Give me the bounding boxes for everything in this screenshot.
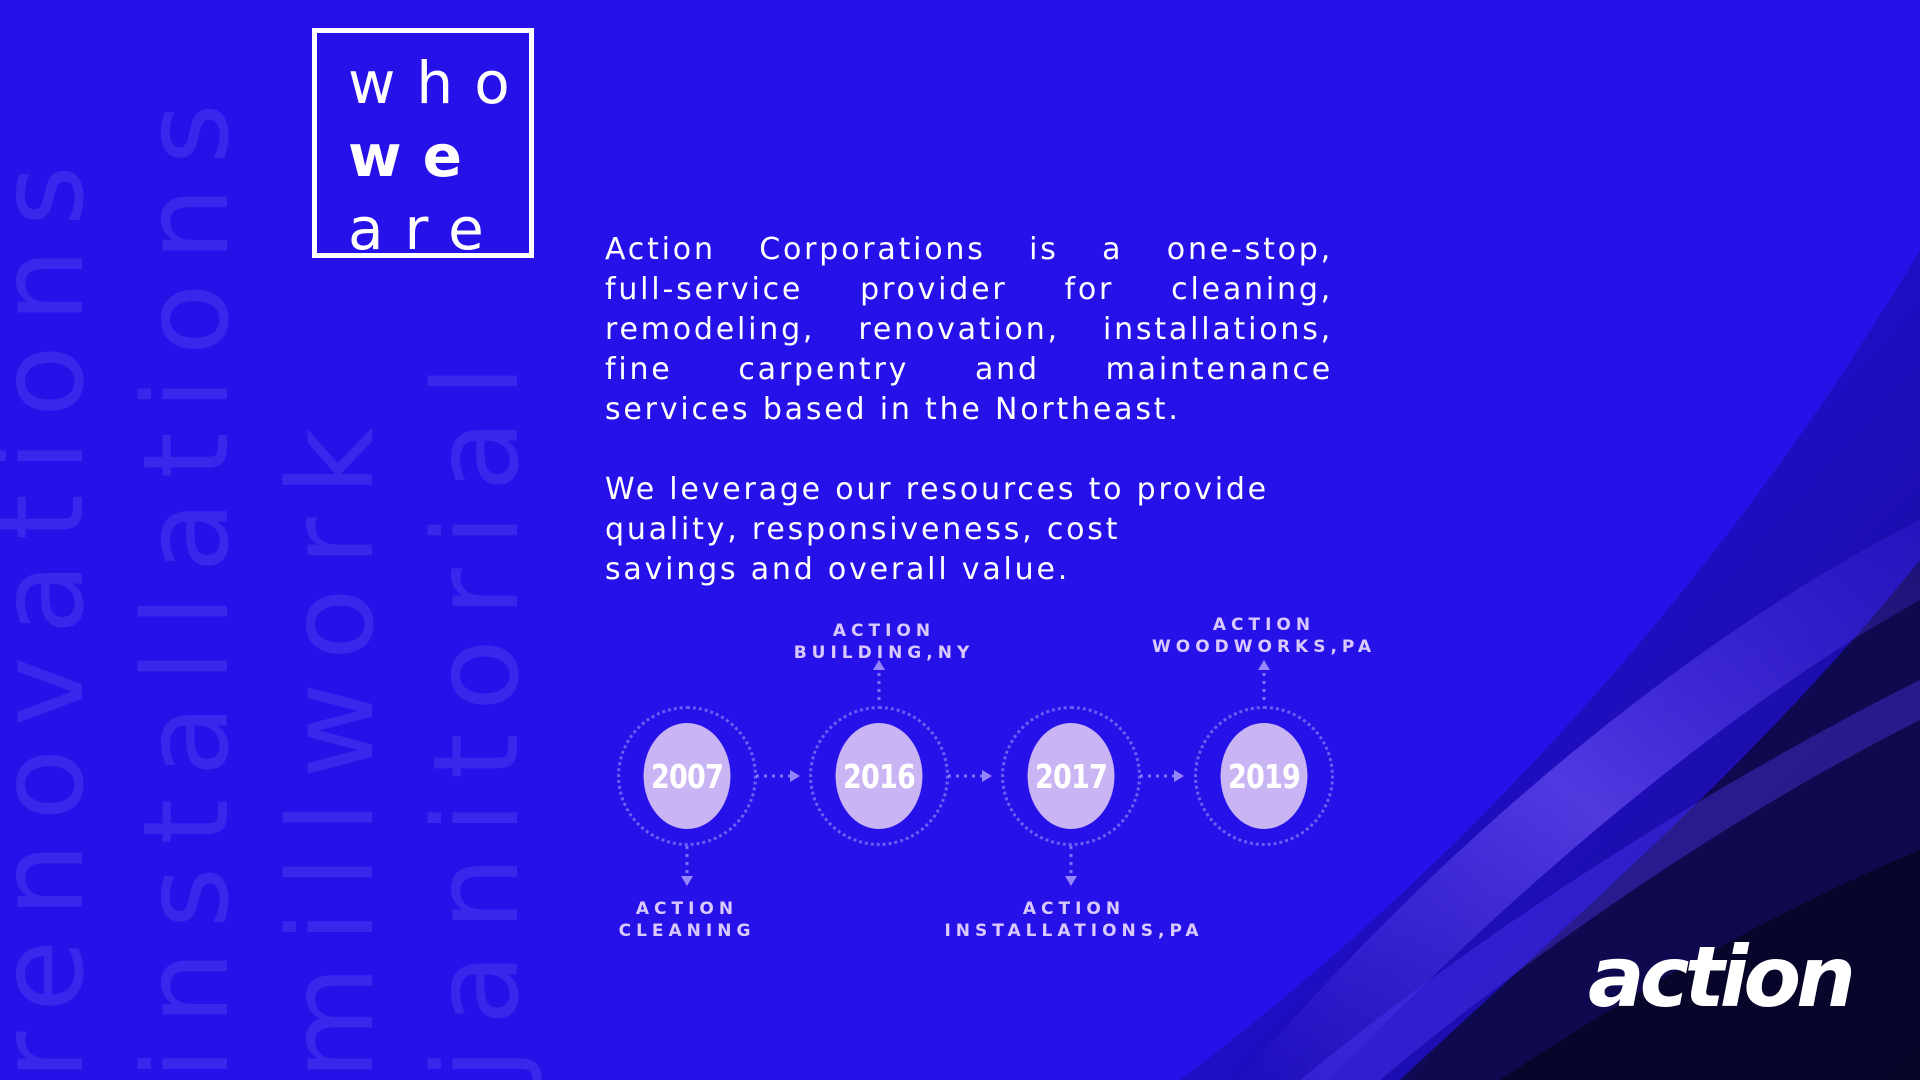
timeline-node-2016: 2016 — [809, 706, 949, 846]
timeline-year-2019: 2019 — [1220, 723, 1308, 829]
timeline-node-2007: 2007 — [617, 706, 757, 846]
timeline-label-line: ACTION — [832, 621, 936, 641]
who-we-are-heading-box: who we are — [312, 28, 534, 263]
value-line-3: savings and overall value. — [605, 552, 1071, 587]
timeline-label-line: INSTALLATIONS,PA — [944, 921, 1204, 941]
timeline-label-line: BUILDING,NY — [793, 643, 975, 663]
timeline-label-line: ACTION — [1212, 615, 1316, 635]
intro-line-3: remodeling, renovation, installations, — [605, 312, 1333, 347]
timeline-label-action-woodworks: ACTION WOODWORKS,PA — [1124, 614, 1404, 658]
timeline-year-2017: 2017 — [1027, 723, 1115, 829]
timeline-year-2016: 2016 — [835, 723, 923, 829]
heading-line-we: we — [348, 122, 483, 190]
timeline-label-action-installations: ACTION INSTALLATIONS,PA — [919, 898, 1229, 942]
timeline-label-action-building: ACTION BUILDING,NY — [769, 620, 999, 664]
timeline-label-line: ACTION — [1022, 899, 1126, 919]
value-line-1: We leverage our resources to provide — [605, 472, 1269, 507]
intro-line-4: fine carpentry and maintenance — [605, 352, 1333, 387]
timeline-year-2007: 2007 — [643, 723, 731, 829]
value-paragraph: We leverage our resources to provide qua… — [605, 470, 1333, 590]
timeline-label-line: WOODWORKS,PA — [1152, 637, 1376, 657]
action-logo: action — [1588, 928, 1856, 1026]
timeline-node-2019: 2019 — [1194, 706, 1334, 846]
timeline-label-line: CLEANING — [618, 921, 756, 941]
intro-line-5: services based in the Northeast. — [605, 392, 1181, 427]
intro-line-2: full-service provider for cleaning, — [605, 272, 1333, 307]
value-line-2: quality, responsiveness, cost — [605, 512, 1121, 547]
heading-line-are: are — [348, 195, 505, 263]
timeline-label-line: ACTION — [635, 899, 739, 919]
timeline-node-2017: 2017 — [1001, 706, 1141, 846]
intro-line-1: Action Corporations is a one-stop, — [605, 232, 1333, 267]
intro-paragraph: Action Corporations is a one-stop, full-… — [605, 230, 1333, 430]
timeline-label-action-cleaning: ACTION CLEANING — [587, 898, 787, 942]
heading-line-who: who — [348, 49, 531, 117]
